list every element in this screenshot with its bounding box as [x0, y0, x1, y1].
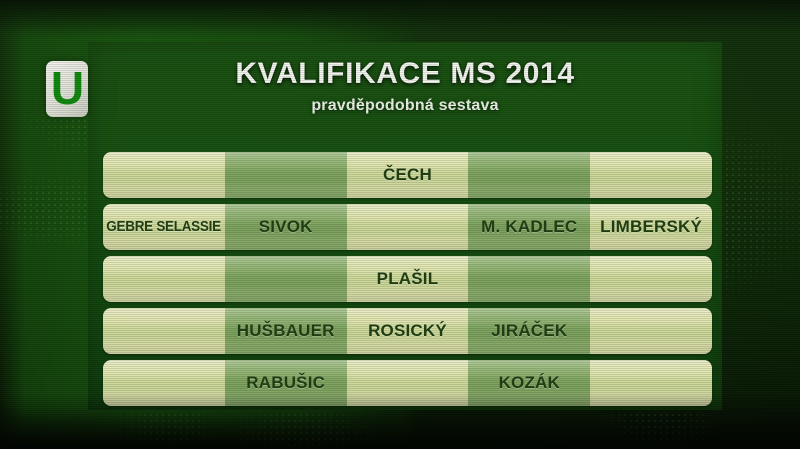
empty-cell	[103, 256, 225, 302]
empty-cell	[346, 204, 469, 250]
player-cell: LIMBERSKÝ	[590, 204, 712, 250]
player-cell: GEBRE SELASSIE	[103, 204, 225, 250]
defensive-midfield-row: PLAŠIL	[103, 256, 712, 302]
lineup-grid: ČECH GEBRE SELASSIE SIVOK M. KADLEC LIMBERSK…	[103, 152, 712, 406]
player-cell: RABUŠIC	[224, 360, 347, 406]
player-name: M. KADLEC	[481, 217, 578, 236]
player-cell: ČECH	[346, 152, 469, 198]
player-name: JIRÁČEK	[491, 321, 568, 340]
player-cell: HUŠBAUER	[224, 308, 347, 354]
empty-cell	[103, 152, 225, 198]
empty-cell	[590, 360, 712, 406]
goalkeeper-row: ČECH	[103, 152, 712, 198]
player-name: ČECH	[383, 165, 432, 184]
player-cell: PLAŠIL	[346, 256, 469, 302]
lineup-panel: ČECH GEBRE SELASSIE SIVOK M. KADLEC LIMBERSK…	[88, 42, 722, 410]
player-cell: JIRÁČEK	[468, 308, 591, 354]
defence-row: GEBRE SELASSIE SIVOK M. KADLEC LIMBERSKÝ	[103, 204, 712, 250]
empty-cell	[224, 152, 347, 198]
player-name: RABUŠIC	[246, 373, 326, 392]
attack-row: RABUŠIC KOZÁK	[103, 360, 712, 406]
player-cell: KOZÁK	[468, 360, 591, 406]
player-name: ROSICKÝ	[368, 321, 447, 340]
player-name: HUŠBAUER	[236, 321, 335, 340]
player-name: GEBRE SELASSIE	[106, 219, 222, 235]
midfield-row: HUŠBAUER ROSICKÝ JIRÁČEK	[103, 308, 712, 354]
empty-cell	[103, 308, 225, 354]
player-name: LIMBERSKÝ	[600, 217, 703, 236]
player-name: PLAŠIL	[376, 269, 439, 288]
player-cell: SIVOK	[224, 204, 347, 250]
empty-cell	[590, 152, 712, 198]
player-cell: ROSICKÝ	[346, 308, 469, 354]
empty-cell	[224, 256, 347, 302]
player-name: KOZÁK	[498, 373, 561, 392]
empty-cell	[590, 256, 712, 302]
player-name: SIVOK	[258, 217, 313, 236]
empty-cell	[346, 360, 469, 406]
empty-cell	[468, 256, 591, 302]
empty-cell	[590, 308, 712, 354]
channel-logo: U	[46, 61, 88, 117]
empty-cell	[468, 152, 591, 198]
empty-cell	[103, 360, 225, 406]
player-cell: M. KADLEC	[468, 204, 591, 250]
logo-letter: U	[50, 62, 84, 114]
